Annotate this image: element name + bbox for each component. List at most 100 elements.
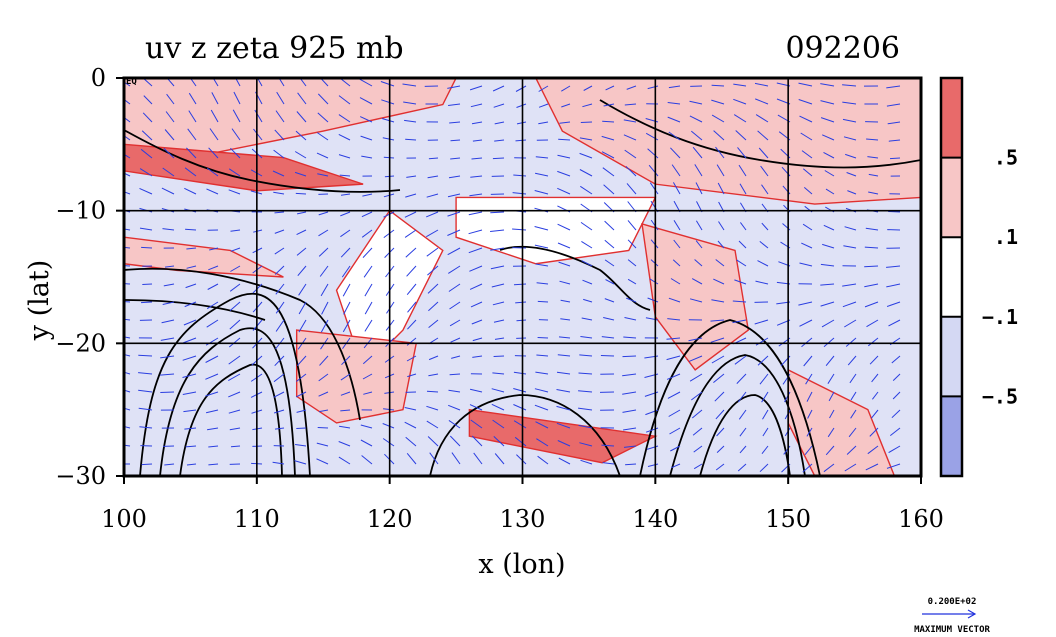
wind-vector xyxy=(164,265,175,268)
wind-vector xyxy=(823,463,835,473)
wind-vector xyxy=(186,147,197,159)
wind-vector xyxy=(364,319,373,332)
wind-vector xyxy=(516,103,527,108)
wind-vector xyxy=(891,409,901,419)
vector-legend-value: 0.200E+02 xyxy=(928,597,977,607)
wind-vector xyxy=(490,265,505,270)
wind-vector xyxy=(513,388,527,393)
wind-vector xyxy=(886,85,901,89)
wind-vector xyxy=(802,168,813,177)
wind-vector xyxy=(164,463,175,466)
wind-vector xyxy=(688,337,703,342)
wind-vector xyxy=(603,184,615,195)
colorbar-level-label: −.1 xyxy=(982,305,1018,329)
wind-vector xyxy=(672,259,681,267)
wind-vector xyxy=(494,453,505,465)
wind-vector xyxy=(182,391,197,395)
wind-vector xyxy=(295,444,307,447)
wind-vector xyxy=(272,461,285,465)
wind-vector xyxy=(469,283,483,290)
wind-vector xyxy=(579,354,593,357)
wind-vector xyxy=(514,436,527,447)
wind-vector xyxy=(844,226,857,231)
wind-vector xyxy=(428,301,439,312)
wind-vector xyxy=(648,164,659,177)
wind-vector xyxy=(713,278,725,285)
wind-vector xyxy=(672,182,681,195)
wind-vector xyxy=(228,168,241,177)
wind-vector xyxy=(534,244,549,249)
wind-vector xyxy=(799,262,813,267)
wind-vector xyxy=(229,427,241,431)
wind-vector xyxy=(274,427,285,430)
wind-vector xyxy=(650,259,659,267)
wind-vector xyxy=(183,319,197,326)
wind-vector xyxy=(557,223,571,231)
x-tick-label: 110 xyxy=(234,505,280,533)
wind-vector xyxy=(317,93,329,105)
wind-vector xyxy=(361,455,373,465)
wind-vector xyxy=(869,355,879,365)
wind-vector xyxy=(713,373,725,383)
wind-vector xyxy=(626,297,637,303)
wind-vector xyxy=(381,99,395,105)
wind-vector xyxy=(829,409,835,419)
wind-vector xyxy=(141,463,153,466)
wind-vector xyxy=(646,445,659,450)
wind-vector xyxy=(492,157,505,160)
wind-vector xyxy=(666,337,681,340)
wind-vector xyxy=(668,409,681,417)
wind-vector xyxy=(627,220,637,231)
wind-vector xyxy=(666,373,681,380)
wind-vector xyxy=(605,279,615,285)
wind-vector xyxy=(294,151,307,159)
wind-vector xyxy=(406,283,417,296)
wind-vector xyxy=(228,355,241,365)
wind-vector xyxy=(382,438,395,447)
wind-vector xyxy=(316,442,329,447)
wind-vector xyxy=(297,92,307,105)
wind-vector xyxy=(185,283,197,289)
wind-vector xyxy=(406,355,417,362)
wind-vector xyxy=(469,404,483,411)
wind-vector xyxy=(362,247,373,258)
wind-vector xyxy=(695,240,703,249)
wind-vector xyxy=(164,129,175,141)
wind-vector xyxy=(340,373,351,381)
wind-vector xyxy=(715,409,725,420)
wind-vector xyxy=(739,222,747,231)
wind-vector xyxy=(711,84,725,87)
wind-vector xyxy=(207,427,219,431)
wind-vector xyxy=(604,220,615,231)
wind-vector xyxy=(537,455,549,465)
wind-vector xyxy=(296,211,307,215)
wind-vector xyxy=(297,265,307,277)
wind-vector xyxy=(580,459,593,465)
wind-vector xyxy=(580,121,593,123)
wind-vector xyxy=(556,405,571,411)
wind-vector xyxy=(182,373,197,378)
wind-vector xyxy=(161,187,175,195)
wind-vector xyxy=(622,391,637,395)
wind-vector xyxy=(382,423,395,429)
wind-vector xyxy=(124,354,131,357)
wind-vector xyxy=(668,131,681,141)
wind-vector xyxy=(714,391,725,402)
wind-vector xyxy=(733,114,747,123)
wind-vector xyxy=(163,283,175,287)
wind-vector xyxy=(536,438,549,447)
wind-vector xyxy=(124,172,131,177)
wind-vector xyxy=(407,319,417,330)
wind-vector xyxy=(513,371,527,375)
wind-vector xyxy=(491,403,505,411)
wind-vector xyxy=(274,355,285,367)
wind-vector xyxy=(695,182,703,195)
y-tick-label: 0 xyxy=(91,64,106,92)
wind-vector xyxy=(470,419,483,429)
height-contour xyxy=(124,267,361,421)
x-tick-label: 120 xyxy=(367,505,413,533)
wind-vector xyxy=(803,355,813,367)
wind-vector xyxy=(468,211,483,216)
wind-vector xyxy=(760,165,769,177)
wind-vector xyxy=(362,355,373,365)
